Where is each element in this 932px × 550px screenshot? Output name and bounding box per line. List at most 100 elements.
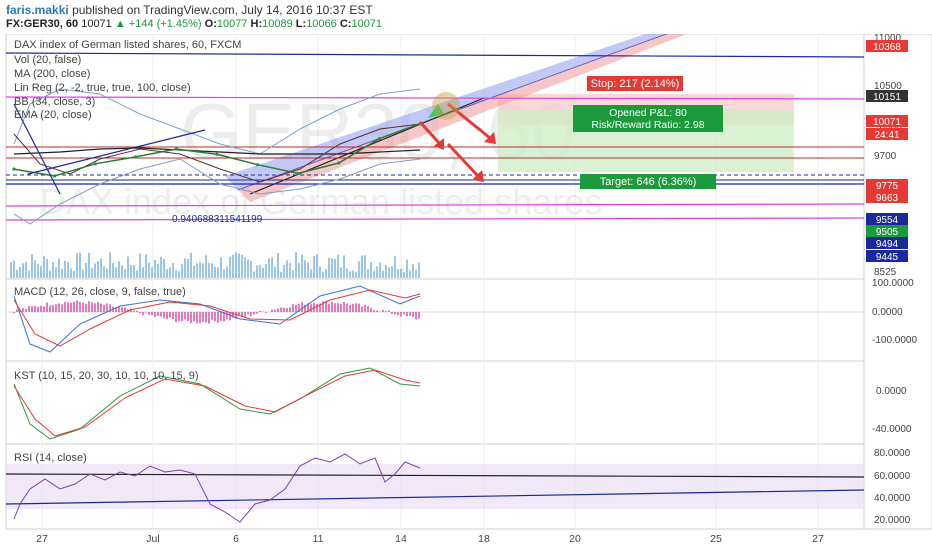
kst-legend: KST (10, 15, 20, 30, 10, 10, 10, 15, 9) (14, 370, 198, 382)
macd-hist-bar (52, 305, 54, 312)
volume-bar (178, 271, 180, 278)
macd-hist-bar (199, 312, 201, 324)
volume-bar (328, 257, 330, 278)
target-label-box[interactable] (580, 174, 716, 189)
macd-hist-bar (169, 312, 171, 318)
volume-bar (250, 260, 252, 278)
tick-9700: 9700 (874, 151, 897, 162)
channel-line-1 (27, 129, 206, 175)
price-legend: DAX index of German listed shares, 60, F… (14, 39, 241, 121)
macd-hist-bar (187, 312, 189, 321)
bb-lower (13, 158, 421, 225)
rsi-tick-20: 20.0000 (874, 515, 911, 526)
arrow-heads (434, 132, 496, 182)
price-point-2 (93, 162, 97, 166)
macd-hist-bar (391, 312, 393, 314)
macd-hist-bar (100, 303, 102, 312)
macd-hist-bar (85, 303, 87, 312)
macd-hist-bar (31, 306, 33, 312)
publisher-line: faris.makki published on TradingView.com… (6, 3, 373, 17)
time-axis-ticks[interactable]: 27 Jul 6 11 14 18 20 25 27 (36, 533, 824, 545)
macd-hist-bar (208, 312, 210, 324)
stop-label-box[interactable] (587, 76, 683, 91)
macd-hist-bar (55, 304, 57, 312)
volume-bar (394, 256, 396, 278)
macd-hist-bar (283, 307, 285, 312)
macd-hist-bar (301, 302, 303, 312)
macd-hist-bar (358, 303, 360, 312)
volume-bar (184, 258, 186, 278)
macd-hist-bar (397, 312, 399, 316)
channel-line-2 (13, 103, 61, 195)
ma-200 (13, 147, 421, 155)
price-point-4 (174, 147, 178, 151)
x-tick-27: 27 (36, 533, 48, 545)
macd-hist-bar (172, 312, 174, 319)
volume-bar (145, 254, 147, 278)
macd-hist-bar (220, 312, 222, 322)
publisher-user[interactable]: faris.makki (6, 3, 69, 17)
price-tag-4: 9775 (876, 181, 899, 192)
price-tag-box-7 (866, 225, 908, 237)
volume-bar (58, 258, 60, 278)
volume-bar (256, 265, 258, 278)
macd-hist-bar (148, 312, 150, 315)
macd-hist-bar (34, 305, 36, 312)
entry-arrow (428, 104, 444, 118)
price-tag-box-3 (866, 128, 908, 140)
price-tag-8: 9494 (876, 239, 899, 250)
price-tag-3: 24:41 (874, 130, 899, 141)
price-tag-5: 9663 (876, 193, 899, 204)
macd-hist-bar (388, 310, 390, 312)
volume-bar (13, 260, 15, 278)
volume-bar (289, 263, 291, 278)
volume-bar (298, 262, 300, 278)
macd-hist-bar (58, 303, 60, 312)
macd-hist-bar (166, 312, 168, 320)
macd-hist-bar (214, 312, 216, 322)
price-tag-box-8 (866, 237, 908, 249)
macd-hist-bar (316, 304, 318, 312)
volume-bar (295, 252, 297, 278)
macd-hist-bar (331, 301, 333, 312)
macd-hist-bar (385, 311, 387, 312)
volume-bar (403, 271, 405, 278)
price-point-5 (215, 152, 219, 156)
volume-bar (340, 267, 342, 278)
volume-bar (277, 252, 279, 278)
volume-bar (211, 263, 213, 278)
macd-hist-bar (178, 312, 180, 322)
volume-bar (70, 268, 72, 278)
pnl-label-box[interactable] (573, 105, 723, 132)
macd-hist-bar (232, 312, 234, 318)
volume-bar (349, 271, 351, 278)
volume-bar (235, 252, 237, 278)
macd-hist-bar (403, 312, 405, 315)
macd-hist-bar (340, 303, 342, 312)
macd-hist-bar (226, 312, 228, 320)
kst-line (13, 367, 421, 440)
projection-arrows (418, 102, 491, 178)
volume-bar (400, 268, 402, 278)
volume-bar (346, 268, 348, 278)
x-tick-25: 25 (710, 533, 722, 545)
macd-pane[interactable] (5, 278, 865, 362)
macd-hist-bar (352, 303, 354, 312)
macd-hist-bar (193, 312, 195, 322)
macd-hist-bar (76, 300, 78, 312)
bb-upper (13, 88, 421, 155)
volume-bar (61, 268, 63, 278)
macd-hist-bar (82, 302, 84, 312)
volume-bar (115, 267, 117, 278)
volume-bar (208, 262, 210, 278)
macd-hist-bar (406, 312, 408, 317)
macd-hist-bar (97, 302, 99, 312)
symbol-label: FX:GER30, 60 (6, 18, 79, 30)
kst-axis-ticks: 0.0000 -40.0000 (872, 386, 912, 435)
chart-canvas[interactable]: GER30, 60 DAX index of German listed sha… (0, 34, 932, 550)
macd-hist-bar (40, 305, 42, 312)
volume-bar (226, 266, 228, 278)
macd-hist-bar (115, 307, 117, 312)
macd-hist-bar (250, 312, 252, 317)
x-tick-jul: Jul (146, 533, 159, 545)
